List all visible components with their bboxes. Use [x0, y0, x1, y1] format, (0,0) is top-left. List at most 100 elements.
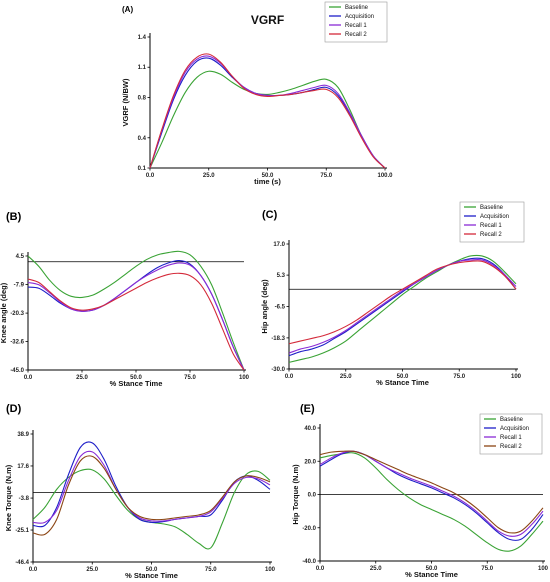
x-tick-label: 50.0 — [146, 567, 158, 573]
x-axis-label: time (s) — [254, 177, 281, 186]
legend: Baseline Acquisition Recall 1 Recall 2 — [459, 201, 525, 243]
y-tick-label: 38.9 — [17, 432, 29, 438]
x-tick-label: 25.0 — [340, 374, 352, 380]
y-tick-label: 17.0 — [273, 242, 285, 248]
legend-entry: Baseline — [345, 5, 369, 11]
x-tick-label: 25.0 — [203, 173, 215, 179]
x-tick-label: 0.0 — [285, 374, 294, 380]
y-tick-label: -20.3 — [10, 311, 24, 317]
x-axis-label: % Stance Time — [125, 571, 178, 580]
y-axis-label: Hip Torque (N.m) — [291, 464, 300, 525]
x-tick-label: 50.0 — [262, 173, 274, 179]
chart-panel-d: (D) 0.0 25.0 50.0 75.0 100 -46.4 -25.1 -3.8 17.6 3… — [4, 403, 276, 580]
x-tick-label: 25.0 — [86, 567, 98, 573]
y-tick-label: -40.0 — [302, 559, 316, 565]
y-tick-label: 1.1 — [138, 65, 147, 71]
series-line-acquisition — [319, 450, 544, 541]
y-tick-label: 17.6 — [17, 464, 29, 470]
legend-entry: Recall 1 — [345, 23, 367, 29]
x-tick-label: 0.0 — [29, 567, 38, 573]
y-tick-label: 5.3 — [277, 273, 286, 279]
legend-entry: Baseline — [500, 417, 524, 423]
y-tick-label: -45.0 — [10, 368, 24, 374]
series-line-baseline — [149, 70, 386, 169]
x-tick-label: 0.0 — [316, 566, 325, 572]
series-line-recall-2 — [319, 450, 544, 534]
y-tick-label: 1.4 — [138, 35, 147, 41]
legend-entry: Acquisition — [480, 214, 509, 220]
y-tick-label: 0.8 — [138, 95, 147, 101]
panel-label: (A) — [122, 5, 133, 14]
y-tick-label: -30.0 — [271, 367, 285, 373]
y-axis-label: VGRF (N/BW) — [121, 78, 130, 126]
legend-entry: Acquisition — [500, 426, 529, 432]
y-tick-label: -25.1 — [15, 528, 29, 534]
legend-entry: Recall 2 — [345, 32, 367, 38]
y-axis-label: Knee angle (deg) — [0, 282, 8, 343]
legend-entry: Recall 1 — [500, 435, 522, 441]
y-tick-label: 40.0 — [304, 426, 316, 432]
series-line-recall-2 — [27, 272, 245, 371]
series-line-recall-1 — [319, 450, 544, 537]
legend: Baseline Acquisition Recall 1 Recall 2 — [479, 413, 543, 455]
x-tick-label: 0.0 — [146, 173, 155, 179]
chart-panel-e: (E) 0.0 25.0 50.0 75.0 100 -40.0 -20.0 0.0 20.0 40… — [291, 403, 549, 579]
x-tick-label: 100 — [538, 566, 549, 572]
chart-title: VGRF — [251, 13, 284, 27]
series-line-baseline — [27, 250, 245, 371]
series-line-recall-1 — [288, 258, 517, 354]
legend-entry: Recall 2 — [480, 232, 502, 238]
y-tick-label: 0.0 — [308, 493, 317, 499]
panel-label: (C) — [262, 209, 278, 221]
x-tick-label: 50.0 — [130, 375, 142, 381]
y-tick-label: 0.1 — [138, 166, 147, 172]
y-tick-label: -46.4 — [15, 560, 29, 566]
y-tick-label: -20.0 — [302, 526, 316, 532]
x-tick-label: 100.0 — [377, 173, 393, 179]
x-tick-label: 100 — [265, 567, 276, 573]
y-tick-label: -32.6 — [10, 339, 24, 345]
series-line-acquisition — [288, 257, 517, 357]
y-tick-label: -18.3 — [271, 336, 285, 342]
x-axis-label: % Stance Time — [405, 570, 458, 579]
series-line-baseline — [288, 254, 517, 363]
series-line-recall-2 — [149, 53, 386, 169]
x-tick-label: 75.0 — [481, 566, 493, 572]
x-axis-label: % Stance Time — [110, 379, 163, 388]
chart-panel-c: (C) 0.0 25.0 50.0 75.0 100 -30.0 -18.3 -6.5 5.3 17… — [260, 201, 525, 387]
x-tick-label: 75.0 — [320, 173, 332, 179]
x-tick-label: 100 — [511, 374, 522, 380]
y-tick-label: 4.5 — [16, 254, 25, 260]
x-tick-label: 75.0 — [184, 375, 196, 381]
panel-label: (E) — [300, 403, 315, 415]
y-axis-label: Hip angle (deg) — [260, 279, 269, 334]
legend-box — [479, 413, 543, 455]
series-line-recall-1 — [32, 450, 271, 524]
y-tick-label: 20.0 — [304, 459, 316, 465]
y-axis-label: Knee Torque (N.m) — [4, 464, 13, 531]
x-tick-label: 25.0 — [370, 566, 382, 572]
y-tick-label: 0.4 — [138, 136, 147, 142]
legend-entry: Recall 2 — [500, 444, 522, 450]
y-tick-label: -7.9 — [14, 283, 25, 289]
legend-box — [459, 201, 525, 243]
panel-label: (D) — [6, 403, 22, 415]
legend: Baseline Acquisition Recall 1 Recall 2 — [324, 1, 388, 43]
y-tick-label: -6.5 — [275, 305, 286, 311]
legend-box — [324, 1, 388, 43]
x-tick-label: 100 — [239, 375, 250, 381]
legend-entry: Acquisition — [345, 14, 374, 20]
x-tick-label: 0.0 — [24, 375, 33, 381]
chart-panel-b: (B) 0.0 25.0 50.0 75.0 100 -45.0 -32.6 -20.3 -7.9… — [0, 211, 250, 388]
series-line-baseline — [319, 452, 544, 552]
legend-entry: Recall 1 — [480, 223, 502, 229]
x-tick-label: 25.0 — [76, 375, 88, 381]
chart-panel-a: (A) VGRF 0.0 25.0 50.0 75.0 100.0 0.1 0.4 0.8 1.1 1… — [121, 1, 393, 186]
x-tick-label: 75.0 — [453, 374, 465, 380]
x-tick-label: 50.0 — [397, 374, 409, 380]
panel-label: (B) — [6, 211, 22, 223]
series-line-recall-1 — [149, 55, 386, 169]
series-line-recall-1 — [27, 262, 245, 371]
legend-entry: Baseline — [480, 205, 504, 211]
